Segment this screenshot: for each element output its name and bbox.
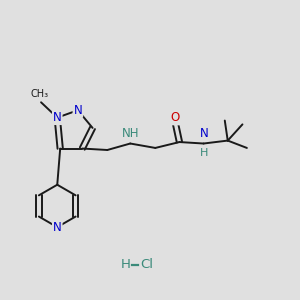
Text: N: N bbox=[74, 104, 82, 117]
Text: O: O bbox=[170, 111, 180, 124]
Text: H: H bbox=[200, 148, 208, 158]
Text: N: N bbox=[200, 127, 208, 140]
Text: H: H bbox=[121, 258, 131, 271]
Text: NH: NH bbox=[122, 127, 139, 140]
Text: N: N bbox=[53, 220, 62, 234]
Text: N: N bbox=[53, 111, 62, 124]
Text: Cl: Cl bbox=[140, 258, 153, 271]
Text: CH₃: CH₃ bbox=[31, 89, 49, 99]
